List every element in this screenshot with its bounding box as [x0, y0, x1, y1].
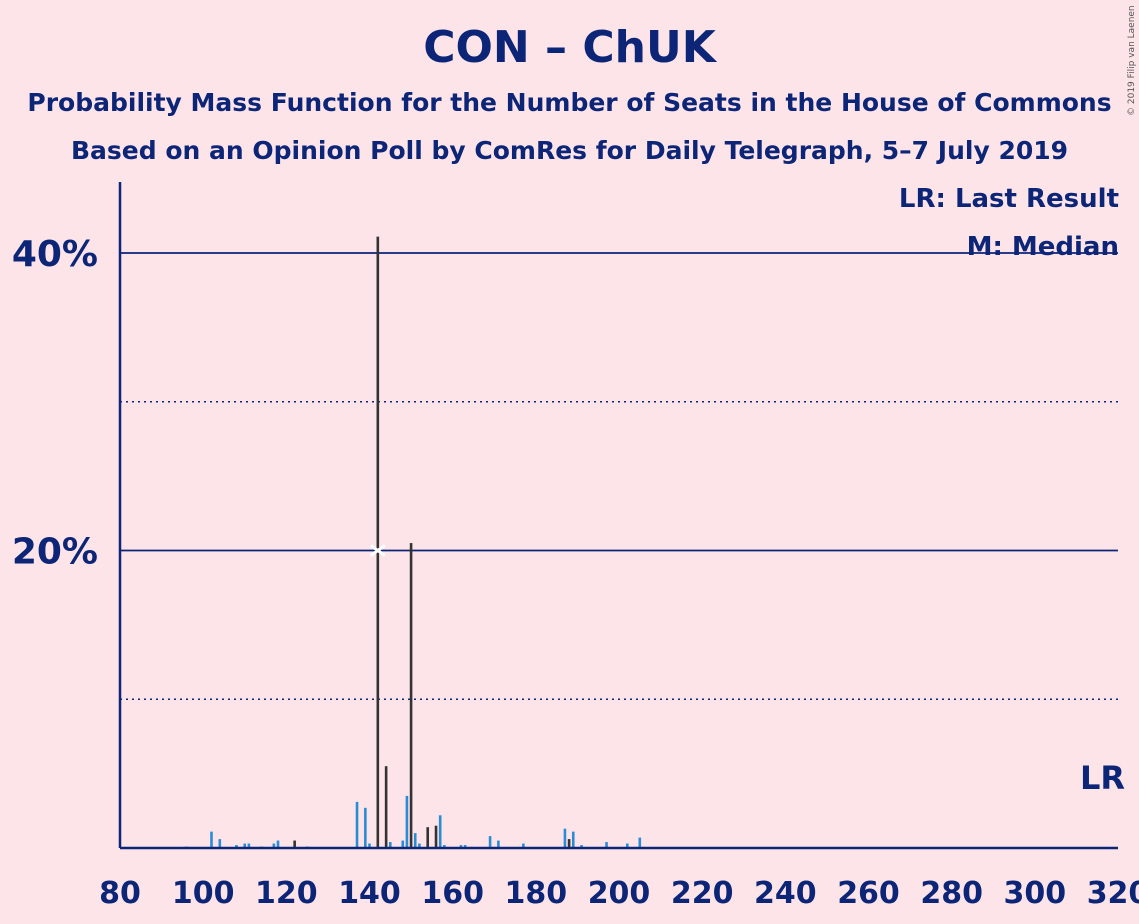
x-tick-label: 160 [421, 876, 484, 911]
bar [488, 836, 492, 848]
bar [571, 831, 575, 848]
x-tick-label: 120 [255, 876, 318, 911]
x-tick-label: 320 [1087, 876, 1139, 911]
bar [638, 837, 642, 848]
x-tick-labels: 80 100 120 140 160 180 200 220 240 260 280 300 320 [99, 876, 1139, 911]
bar [235, 845, 238, 848]
chart-subtitle-poll: Based on an Opinion Poll by ComRes for D… [70, 136, 1069, 165]
bar [605, 842, 608, 848]
x-tick-label: 300 [1004, 876, 1067, 911]
bar [405, 795, 409, 848]
bar [426, 827, 430, 848]
x-tick-label: 140 [338, 876, 401, 911]
x-tick-label: 240 [754, 876, 817, 911]
x-tick-label: 80 [99, 876, 141, 911]
bar [247, 843, 251, 848]
chart-subtitle: Probability Mass Function for the Number… [27, 88, 1112, 117]
chart-title: CON – ChUK [423, 22, 716, 73]
bar [293, 840, 296, 848]
bar [443, 845, 446, 848]
bar [368, 843, 371, 848]
x-tick-label: 260 [837, 876, 900, 911]
x-tick-label: 200 [588, 876, 651, 911]
bar [434, 825, 438, 848]
y-tick-labels: 20% 40% [12, 234, 98, 573]
bar [364, 807, 367, 848]
bar [418, 843, 421, 848]
axes [118, 182, 1118, 850]
bar [413, 833, 417, 848]
bar [376, 236, 380, 848]
median-marker [369, 544, 386, 557]
bar [459, 845, 463, 848]
y-tick-label: 40% [12, 234, 98, 275]
bar [563, 828, 567, 848]
legend-last-result: LR: Last Result [898, 184, 1119, 214]
bar [272, 843, 276, 848]
bar [355, 801, 359, 848]
bar [497, 840, 500, 848]
bar [626, 843, 629, 848]
bar [438, 815, 442, 848]
x-tick-label: 280 [920, 876, 983, 911]
bar [388, 842, 392, 848]
bar [580, 845, 583, 848]
bars [185, 236, 642, 848]
gridlines [120, 252, 1118, 701]
median-mark [369, 544, 386, 557]
last-result-marker: LR [1080, 759, 1125, 797]
bar [409, 543, 413, 848]
bar [522, 843, 525, 848]
bar [401, 840, 405, 848]
bar [243, 843, 247, 848]
bar [218, 839, 222, 848]
legend-median: M: Median [966, 232, 1119, 262]
x-tick-label: 180 [505, 876, 568, 911]
bar [463, 845, 467, 848]
x-tick-label: 220 [671, 876, 734, 911]
y-tick-label: 20% [12, 532, 98, 573]
x-tick-label: 100 [172, 876, 235, 911]
bar [210, 831, 213, 848]
bar [384, 766, 388, 848]
bar [567, 839, 571, 848]
bar [276, 840, 280, 848]
